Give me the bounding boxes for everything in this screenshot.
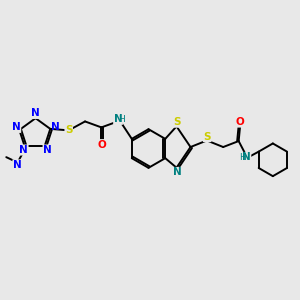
Text: H: H — [239, 153, 246, 162]
Text: N: N — [19, 145, 28, 155]
Text: N: N — [114, 114, 122, 124]
Text: H: H — [118, 115, 125, 124]
Text: N: N — [19, 146, 28, 155]
Text: S: S — [203, 132, 211, 142]
Text: N: N — [12, 122, 21, 132]
Text: N: N — [44, 146, 52, 155]
Text: N: N — [51, 122, 60, 132]
Text: N: N — [13, 160, 22, 170]
Text: N: N — [242, 152, 251, 162]
Text: N: N — [173, 167, 182, 177]
Text: N: N — [31, 108, 40, 118]
Text: S: S — [65, 125, 72, 135]
Text: O: O — [97, 140, 106, 150]
Text: N: N — [31, 108, 40, 118]
Text: S: S — [173, 117, 181, 127]
Text: O: O — [236, 117, 244, 127]
Text: N: N — [43, 145, 52, 155]
